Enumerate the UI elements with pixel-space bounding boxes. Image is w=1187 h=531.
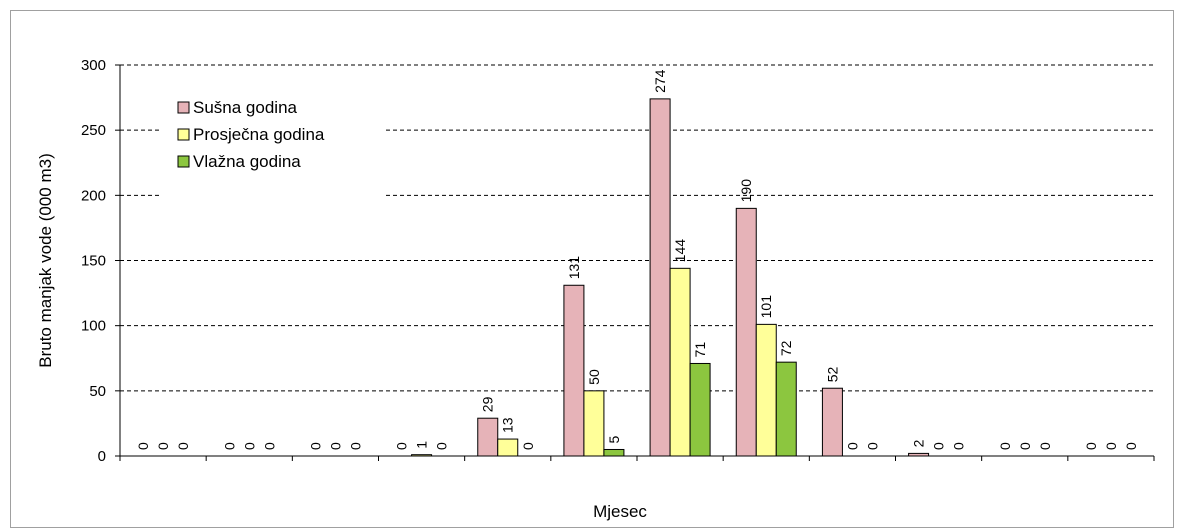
bar [563,284,585,457]
legend-swatch [177,101,190,114]
data-label: 0 [261,442,277,450]
data-label: 13 [500,417,516,433]
data-label: 0 [221,442,237,450]
legend-label: Sušna godina [193,98,298,117]
bar [477,417,499,457]
legend: Sušna godina Prosječna godina Vlažna godin… [160,88,385,200]
bar [821,387,843,457]
bar [735,207,757,457]
y-tick-label: 250 [81,122,106,139]
data-label: 0 [1083,442,1099,450]
data-label: 71 [692,342,708,358]
data-label: 2 [911,439,927,447]
data-label: 0 [135,442,151,450]
bar [755,323,777,457]
legend-background [160,88,385,200]
data-label: 0 [175,442,191,450]
bar [603,448,625,457]
gridlines [120,64,1154,392]
data-label: 0 [1017,442,1033,450]
y-tick-label: 50 [89,383,106,400]
data-label: 0 [1037,442,1053,450]
bar [775,361,797,457]
data-label: 0 [1123,442,1139,450]
bar [669,267,691,457]
legend-swatch [177,155,190,168]
data-label: 0 [1103,442,1119,450]
data-label: 0 [307,442,323,450]
y-axis-title: Bruto manjak vode (000 m3) [36,153,55,368]
data-label: 0 [864,442,880,450]
data-label: 144 [672,239,688,263]
legend-label: Prosječna godina [193,125,325,144]
data-label: 131 [566,256,582,280]
data-label: 190 [738,179,754,203]
data-label: 0 [394,442,410,450]
y-tick-label: 150 [81,253,106,270]
data-labels: 0 0 0 0 0 0 0 0 0 0 1 02913013150527414471190101725… [135,69,1139,450]
data-label: 0 [844,442,860,450]
legend-label: Vlažna godina [193,152,301,171]
data-label: 50 [586,369,602,385]
data-label: 52 [824,366,840,382]
bar [689,362,711,457]
data-label: 29 [480,396,496,412]
y-tick-label: 0 [98,448,106,465]
bars [411,98,930,457]
data-label: 0 [347,442,363,450]
data-label: 0 [931,442,947,450]
data-label: 274 [652,69,668,93]
data-label: 0 [520,442,536,450]
data-label: 101 [758,295,774,319]
legend-swatch [177,128,190,141]
data-label: 0 [951,442,967,450]
data-label: 0 [997,442,1013,450]
y-tick-label: 300 [81,57,106,74]
data-label: 1 [414,441,430,449]
bar [649,98,671,457]
x-axis-title: Mjesec [593,502,647,521]
y-tick-label: 100 [81,318,106,335]
y-tick-label: 200 [81,187,106,204]
bar [497,438,519,457]
bar [583,390,605,457]
data-label: 0 [434,442,450,450]
data-label: 0 [241,442,257,450]
data-label: 0 [327,442,343,450]
data-label: 5 [606,435,622,443]
data-label: 0 [155,442,171,450]
data-label: 72 [778,340,794,356]
